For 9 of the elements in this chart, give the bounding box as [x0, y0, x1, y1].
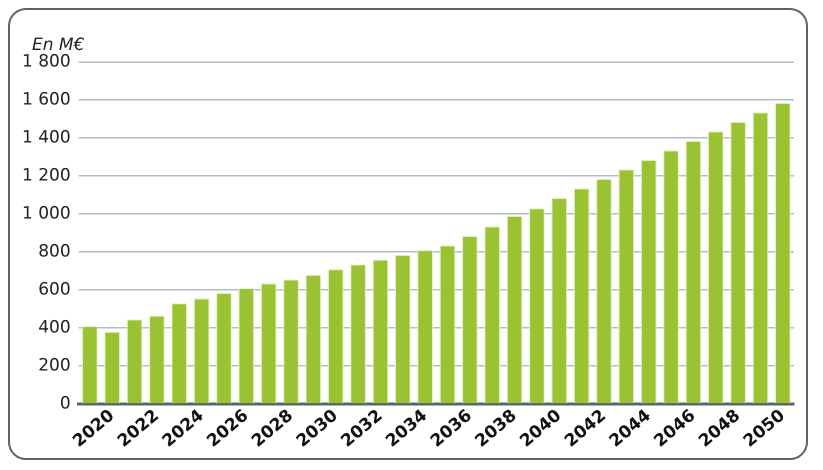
y-tick-label: 600: [38, 279, 71, 300]
y-tick-label: 200: [38, 355, 71, 376]
y-tick-label: 800: [38, 241, 71, 262]
y-tick-label: 1 200: [22, 165, 71, 186]
y-tick-label: 1 600: [22, 89, 71, 110]
y-tick-label: 400: [38, 317, 71, 338]
y-tick-label: 1 400: [22, 127, 71, 148]
y-tick-label: 1 000: [22, 203, 71, 224]
y-tick-label: 0: [60, 393, 71, 414]
